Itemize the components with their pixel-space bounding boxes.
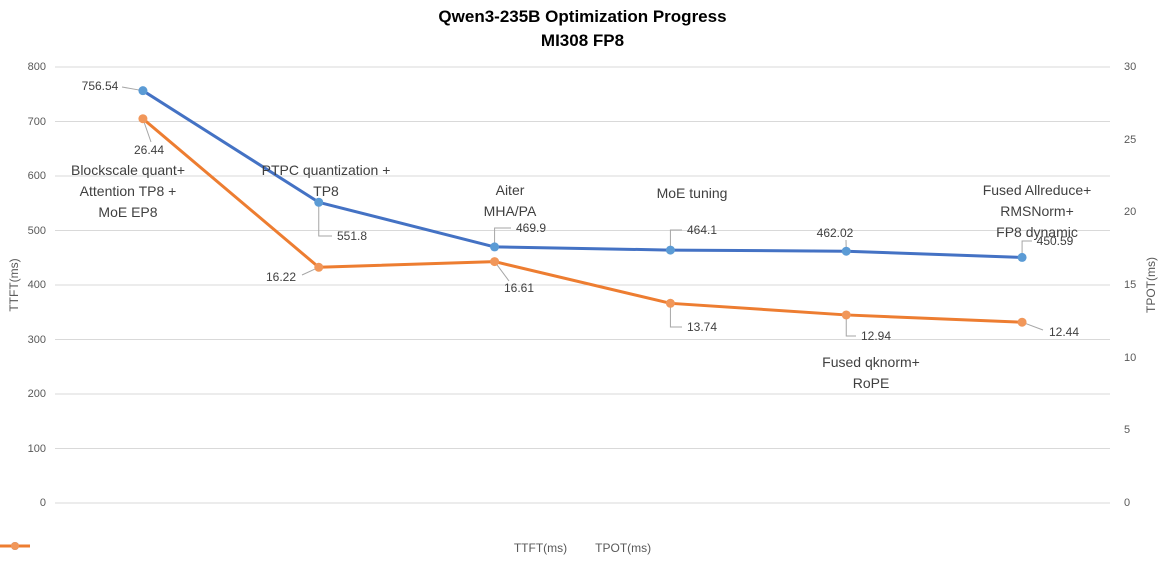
left-axis-tick-label: 0 bbox=[39, 497, 46, 509]
data-label: 464.1 bbox=[686, 223, 718, 237]
category-label: PTPC quantization + TP8 bbox=[261, 162, 391, 199]
data-label-leader-line bbox=[318, 202, 332, 237]
right-axis-tick-label: 0 bbox=[1124, 497, 1131, 509]
data-label: 551.8 bbox=[336, 229, 368, 243]
category-label: MoE tuning bbox=[656, 185, 728, 201]
data-label: 16.22 bbox=[265, 270, 297, 284]
data-point[interactable] bbox=[1017, 252, 1027, 262]
right-axis-title: TPOT(ms) bbox=[1144, 257, 1158, 313]
left-axis-tick-label: 400 bbox=[27, 279, 46, 291]
data-label: 756.54 bbox=[81, 79, 119, 93]
data-label-leader-line bbox=[494, 227, 511, 247]
left-axis-tick-label: 600 bbox=[27, 170, 46, 182]
data-point[interactable] bbox=[314, 197, 324, 207]
data-point[interactable] bbox=[841, 246, 851, 256]
series-line-tpotms bbox=[141, 117, 1023, 324]
data-label: 13.74 bbox=[686, 320, 718, 334]
data-point[interactable] bbox=[665, 298, 675, 308]
legend-marker bbox=[0, 542, 30, 550]
legend-item-tpotms[interactable]: TPOT(ms) bbox=[0, 541, 652, 555]
left-axis-tick-label: 500 bbox=[27, 224, 46, 237]
data-label: 462.02 bbox=[816, 226, 854, 240]
data-label: 12.44 bbox=[1048, 325, 1080, 339]
left-axis-tick-label: 200 bbox=[27, 388, 46, 400]
legend: TTFT(ms) TPOT(ms) bbox=[0, 541, 1165, 555]
data-point[interactable] bbox=[138, 86, 148, 96]
series-line-ttftms bbox=[142, 89, 1023, 259]
data-label: 450.59 bbox=[1036, 234, 1074, 248]
data-point[interactable] bbox=[665, 245, 675, 255]
data-label: 16.61 bbox=[503, 281, 535, 295]
data-label: 12.94 bbox=[860, 329, 892, 343]
right-axis-tick-label: 20 bbox=[1124, 206, 1137, 219]
data-point[interactable] bbox=[490, 257, 500, 267]
right-axis-tick-label: 5 bbox=[1124, 424, 1131, 437]
category-label: Fused qknorm+ RoPE bbox=[822, 354, 920, 391]
data-label: 469.9 bbox=[515, 221, 547, 235]
right-axis-tick-label: 25 bbox=[1124, 133, 1137, 146]
data-point[interactable] bbox=[841, 310, 851, 320]
category-label: Fused Allreduce+ RMSNorm+ FP8 dynamic bbox=[982, 182, 1092, 240]
right-axis-tick-label: 15 bbox=[1124, 279, 1137, 291]
legend-label: TTFT(ms) bbox=[513, 541, 568, 555]
data-point[interactable] bbox=[490, 242, 500, 252]
legend-item-ttftms[interactable]: TTFT(ms) bbox=[0, 541, 568, 555]
chart-title-line2: MI308 FP8 bbox=[540, 31, 625, 50]
data-point[interactable] bbox=[314, 262, 324, 272]
data-label-leader-line bbox=[845, 314, 856, 337]
left-axis-title: TTFT(ms) bbox=[7, 258, 21, 312]
left-axis-tick-label: 300 bbox=[27, 333, 46, 346]
data-point[interactable] bbox=[1017, 317, 1027, 327]
category-label: Aiter MHA/PA bbox=[483, 182, 537, 219]
right-axis-tick-label: 10 bbox=[1124, 351, 1137, 364]
legend-label: TPOT(ms) bbox=[595, 541, 652, 555]
left-axis-tick-label: 100 bbox=[27, 442, 46, 455]
data-label-leader-line bbox=[1021, 240, 1032, 258]
data-label-leader-line bbox=[669, 303, 682, 328]
left-axis-tick-label: 700 bbox=[27, 115, 46, 128]
chart-title-line1: Qwen3-235B Optimization Progress bbox=[438, 7, 727, 26]
right-axis-tick-label: 30 bbox=[1124, 61, 1137, 73]
category-label: Blockscale quant+ Attention TP8 + MoE EP8 bbox=[70, 162, 186, 220]
data-label: 26.44 bbox=[133, 143, 165, 157]
data-point[interactable] bbox=[138, 114, 148, 124]
left-axis-tick-label: 800 bbox=[27, 61, 46, 73]
data-label-leader-line bbox=[669, 229, 682, 251]
